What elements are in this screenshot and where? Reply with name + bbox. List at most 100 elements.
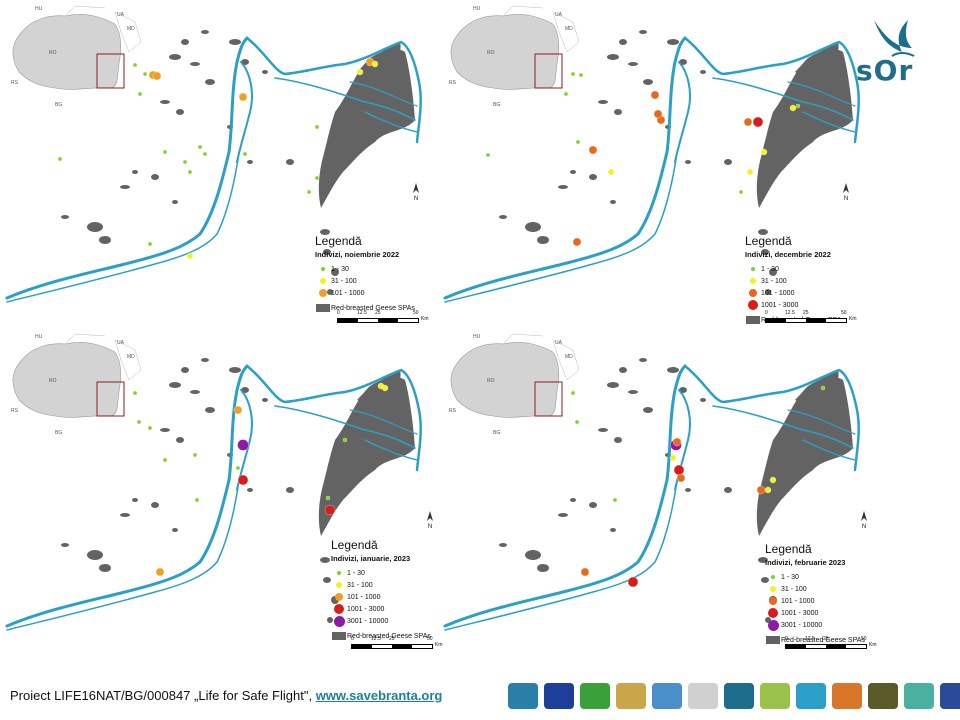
observation-point <box>132 390 138 396</box>
inset-label-ro: RO <box>487 50 495 56</box>
legend-title: Legendă <box>745 234 792 248</box>
observation-points <box>485 71 801 247</box>
danube-river <box>443 36 860 303</box>
scale-label: 25 <box>823 636 829 642</box>
legend-item-label: 31 - 100 <box>347 581 373 589</box>
scale-label: 50 <box>861 636 867 642</box>
observation-point <box>147 241 153 247</box>
scale-label: 12.5 <box>805 636 815 642</box>
scale-label: 50 <box>841 310 847 316</box>
legend-dot-icon <box>745 300 761 310</box>
partner-logo-10 <box>832 683 862 709</box>
inset-label-rs: RS <box>449 80 457 86</box>
observation-point <box>142 71 148 77</box>
legend-item: 31 - 100 <box>745 275 845 287</box>
romania-shape <box>12 14 122 90</box>
observation-point <box>588 145 598 155</box>
legend-item: 101 - 1000 <box>765 595 865 607</box>
legend-item-label: 101 - 1000 <box>781 597 815 605</box>
observation-point <box>789 104 797 112</box>
observation-point <box>202 151 208 157</box>
legend-subtitle: Indivizi, februarie 2023 <box>765 558 846 567</box>
inset-label-hu: HU <box>473 334 481 340</box>
observation-point <box>381 384 389 392</box>
spa-delta-area <box>756 49 853 208</box>
legend-spa-label: Red-breasted Geese SPAs <box>347 632 431 640</box>
partner-logo-12 <box>904 683 934 709</box>
observation-point <box>627 576 639 588</box>
scale-label: 0 <box>765 310 768 316</box>
spa-swatch-icon <box>315 304 331 312</box>
observation-point <box>570 390 576 396</box>
wetland-patches <box>61 358 339 623</box>
north-label: N <box>427 524 433 530</box>
scale-unit: Km <box>435 642 443 648</box>
romania-shape <box>450 14 560 90</box>
spa-delta-area <box>318 377 415 536</box>
observation-points <box>570 385 826 588</box>
observation-point <box>572 237 582 247</box>
observation-point <box>314 124 320 130</box>
legend-spa-label: Red-breasted Geese SPAs <box>781 636 865 644</box>
observation-point <box>653 109 663 119</box>
observation-point <box>136 419 142 425</box>
partner-logo-9 <box>796 683 826 709</box>
observation-point <box>574 419 580 425</box>
inset-label-hu: HU <box>473 6 481 12</box>
country-inset: RO UA MD RS BG HU <box>449 5 580 108</box>
observation-point <box>650 90 660 100</box>
observation-point <box>612 497 618 503</box>
inset-label-md: MD <box>127 26 135 32</box>
observation-point <box>746 168 754 176</box>
observation-point <box>182 159 188 165</box>
observation-point <box>575 139 581 145</box>
legend-dot-icon <box>765 608 781 618</box>
observation-point <box>371 60 379 68</box>
legend-dot-icon <box>331 604 347 614</box>
legend-item-label: 31 - 100 <box>331 277 357 285</box>
inset-label-rs: RS <box>449 408 457 414</box>
scale-label: 25 <box>803 310 809 316</box>
scale-bar: 0 12.5 25 50 Km <box>337 310 429 323</box>
partner-logo-5 <box>652 683 682 709</box>
spa-delta-area <box>318 49 415 208</box>
observation-point <box>238 92 248 102</box>
north-arrow-icon: N <box>409 182 423 202</box>
legend-item-label: 101 - 1000 <box>761 289 795 297</box>
inset-label-md: MD <box>565 354 573 360</box>
observation-point <box>192 452 198 458</box>
map-panel-dec-2022: RO UA MD RS BG HU N Legendă Indivizi, decembrie … <box>443 2 883 324</box>
observation-point <box>820 385 826 391</box>
legend-dot-icon <box>315 278 331 284</box>
map-panel-nov-2022: RO UA MD RS BG HU N Legendă Indivizi, noiembrie … <box>5 2 445 323</box>
legend-item: 1001 - 3000 <box>745 299 845 311</box>
country-inset: RO UA MD RS BG HU <box>449 333 580 436</box>
romania-shape <box>12 342 122 418</box>
legend-dot-icon <box>331 593 347 601</box>
legend-spa-item: Red-breasted Geese SPAs <box>331 630 431 642</box>
observation-point <box>342 437 348 443</box>
map-svg-jan-2023: RO UA MD RS BG HU <box>5 333 422 631</box>
map-svg-feb-2023: RO UA MD RS BG HU <box>443 333 860 631</box>
spa-delta-north <box>795 370 839 403</box>
observation-point <box>738 189 744 195</box>
observation-point <box>752 116 764 128</box>
legend-item: 1 - 30 <box>745 263 845 275</box>
map-svg-nov-2022: RO UA MD RS BG HU <box>5 5 422 303</box>
danube-river <box>5 364 422 631</box>
project-text: Proiect LIFE16NAT/BG/000847 „Life for Sa… <box>10 688 313 703</box>
north-arrow-icon: N <box>839 182 853 202</box>
observation-point <box>325 495 331 501</box>
partner-logo-6 <box>688 683 718 709</box>
legend-spa-item: Red-breasted Geese SPAs <box>765 634 865 646</box>
legend-title: Legendă <box>331 538 378 552</box>
observation-point <box>356 68 364 76</box>
observation-point <box>563 91 569 97</box>
observation-point <box>306 189 312 195</box>
inset-label-bg: BG <box>55 102 62 108</box>
romania-coat-of-arms-logo <box>940 683 960 709</box>
website-link[interactable]: www.savebranta.org <box>315 688 443 703</box>
life-logo <box>580 683 610 709</box>
map-legend: Legendă Indivizi, februarie 2023 1 - 30 31 … <box>765 542 865 646</box>
legend-item: 31 - 100 <box>331 579 431 591</box>
